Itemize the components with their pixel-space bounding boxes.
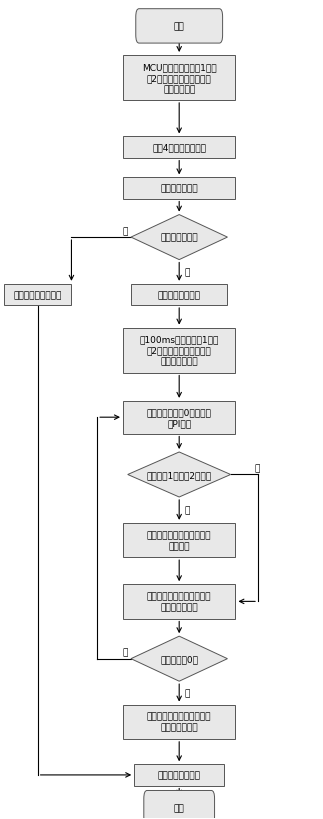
FancyBboxPatch shape [123, 523, 235, 558]
FancyBboxPatch shape [144, 790, 214, 819]
Text: 结束: 结束 [174, 803, 184, 812]
FancyBboxPatch shape [123, 328, 235, 373]
Text: 在100ms内控制电机1或电
机2的驱动扭矩达到计算所
得的地面附着力: 在100ms内控制电机1或电 机2的驱动扭矩达到计算所 得的地面附着力 [140, 335, 219, 366]
FancyBboxPatch shape [123, 401, 235, 434]
Text: 是: 是 [184, 268, 189, 277]
Text: 尝试响应驾驶员扭矩，逐渐
增大总驱动扭矩: 尝试响应驾驶员扭矩，逐渐 增大总驱动扭矩 [147, 591, 212, 612]
Text: 否: 否 [255, 464, 260, 473]
FancyBboxPatch shape [136, 10, 223, 44]
FancyBboxPatch shape [123, 138, 235, 159]
Text: 否: 否 [122, 227, 128, 236]
Text: 根据滑移率等于0为目标进
行PI调节: 根据滑移率等于0为目标进 行PI调节 [147, 408, 212, 428]
Text: 退出驱动防滑功能: 退出驱动防滑功能 [158, 771, 201, 780]
Text: 以适当梯度增大驱动扭矩至
驾驶员请求扭矩: 以适当梯度增大驱动扭矩至 驾驶员请求扭矩 [147, 712, 212, 732]
Text: 滑移率等于0？: 滑移率等于0？ [160, 654, 198, 663]
FancyBboxPatch shape [131, 284, 227, 305]
Text: MCU根据电池和电机1和电
机2计算各电机能够执行的
最大驱动扭矩: MCU根据电池和电机1和电 机2计算各电机能够执行的 最大驱动扭矩 [142, 63, 216, 94]
Text: 开始: 开始 [174, 22, 184, 31]
Text: 滑移率＞阈值？: 滑移率＞阈值？ [161, 233, 198, 242]
Text: 是: 是 [184, 506, 189, 515]
Text: 触发驱动防滑功能: 触发驱动防滑功能 [158, 291, 201, 300]
FancyBboxPatch shape [123, 704, 235, 739]
FancyBboxPatch shape [134, 764, 224, 785]
Text: 计算地面附着力: 计算地面附着力 [161, 184, 198, 193]
FancyBboxPatch shape [123, 585, 235, 619]
Text: 是: 是 [184, 689, 189, 698]
Polygon shape [131, 215, 227, 260]
FancyBboxPatch shape [4, 284, 71, 305]
Polygon shape [131, 636, 227, 681]
Text: 利用另一个电机补偿降扭电
机的扭矩: 利用另一个电机补偿降扭电 机的扭矩 [147, 530, 212, 550]
FancyBboxPatch shape [123, 56, 235, 101]
Polygon shape [128, 452, 231, 497]
Text: 不触发驱动防滑功能: 不触发驱动防滑功能 [14, 291, 62, 300]
Text: 只有电机1或电机2降扭？: 只有电机1或电机2降扭？ [147, 470, 212, 479]
FancyBboxPatch shape [123, 178, 235, 199]
Text: 否: 否 [122, 648, 128, 657]
Text: 计算4个车轮的滑移率: 计算4个车轮的滑移率 [152, 143, 206, 152]
